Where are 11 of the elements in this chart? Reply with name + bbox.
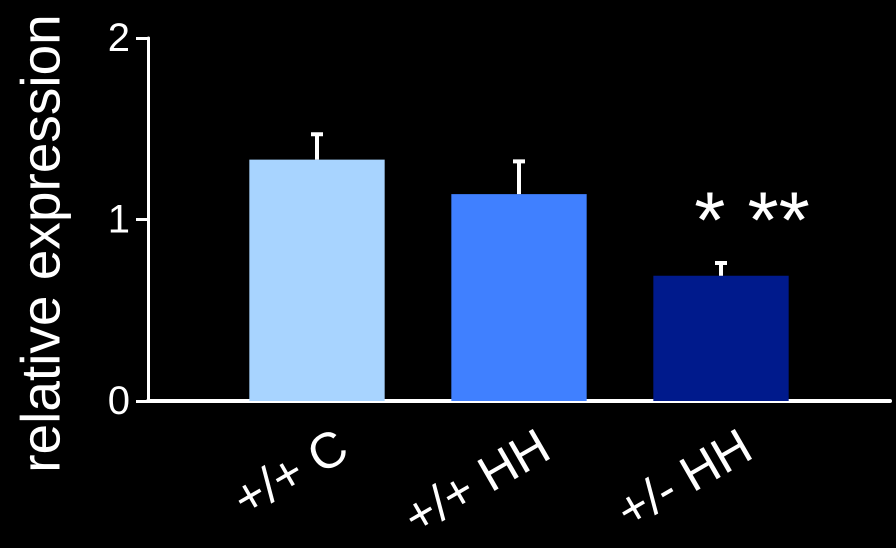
bar	[249, 160, 385, 401]
bar	[451, 194, 587, 401]
y-axis-title: relative expression	[10, 14, 72, 473]
y-tick-label: 1	[108, 198, 130, 242]
x-tick-label: +/- HH	[606, 418, 761, 540]
y-tick-label: 0	[108, 379, 130, 423]
x-tick-label: +/+ C	[223, 418, 357, 528]
bar	[653, 276, 789, 401]
y-tick-label: 2	[108, 16, 130, 60]
x-tick-label: +/+ HH	[394, 418, 559, 546]
annotation: * **	[694, 176, 810, 264]
